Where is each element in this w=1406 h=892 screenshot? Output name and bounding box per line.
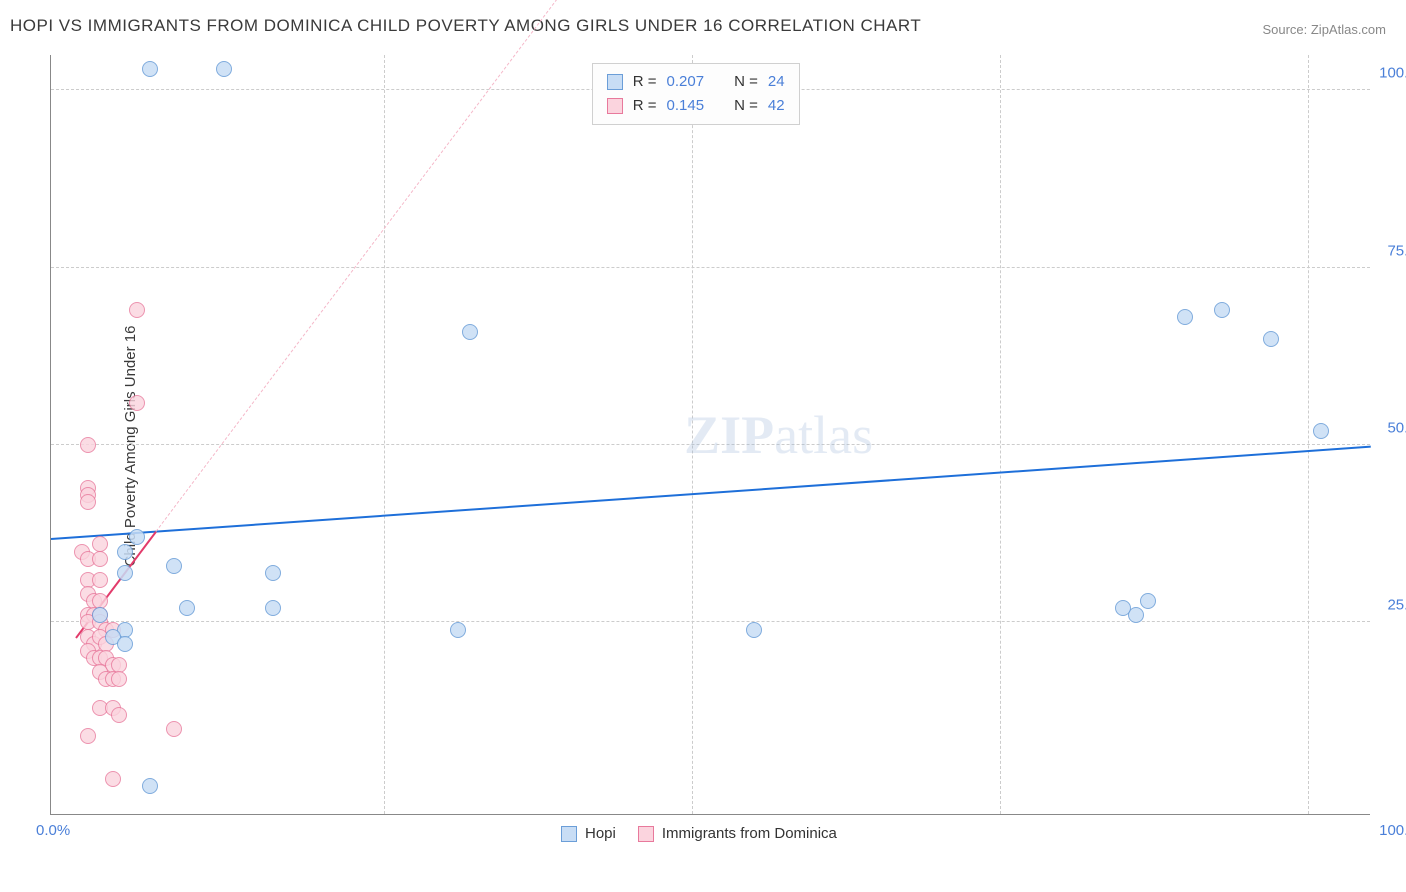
source-prefix: Source: — [1262, 22, 1310, 37]
data-point — [129, 395, 145, 411]
data-point — [179, 600, 195, 616]
n-value: 24 — [768, 70, 785, 94]
legend-label: Hopi — [585, 825, 616, 842]
n-label: N = — [734, 70, 758, 94]
trend-line — [51, 446, 1371, 540]
data-point — [462, 324, 478, 340]
data-point — [111, 671, 127, 687]
legend-swatch — [607, 74, 623, 90]
data-point — [166, 721, 182, 737]
data-point — [450, 622, 466, 638]
vertical-gridline — [384, 55, 385, 814]
r-value: 0.207 — [667, 70, 705, 94]
n-value: 42 — [768, 94, 785, 118]
data-point — [142, 61, 158, 77]
data-point — [117, 544, 133, 560]
data-point — [117, 565, 133, 581]
data-point — [129, 529, 145, 545]
r-label: R = — [633, 94, 657, 118]
data-point — [129, 302, 145, 318]
data-point — [166, 558, 182, 574]
data-point — [92, 536, 108, 552]
horizontal-gridline — [51, 621, 1370, 622]
data-point — [92, 551, 108, 567]
data-point — [92, 607, 108, 623]
x-tick-end: 100.0% — [1379, 822, 1406, 839]
data-point — [265, 600, 281, 616]
y-tick-label: 50.0% — [1387, 420, 1406, 437]
data-point — [1177, 309, 1193, 325]
y-tick-label: 100.0% — [1379, 65, 1406, 82]
vertical-gridline — [692, 55, 693, 814]
legend-label: Immigrants from Dominica — [662, 825, 837, 842]
vertical-gridline — [1308, 55, 1309, 814]
data-point — [1115, 600, 1131, 616]
data-point — [265, 565, 281, 581]
data-point — [80, 494, 96, 510]
data-point — [80, 728, 96, 744]
series-legend: Hopi Immigrants from Dominica — [561, 825, 851, 842]
data-point — [142, 778, 158, 794]
x-tick-start: 0.0% — [36, 822, 70, 839]
n-label: N = — [734, 94, 758, 118]
source-attribution: Source: ZipAtlas.com — [1262, 22, 1386, 37]
watermark: ZIPatlas — [684, 404, 873, 466]
correlation-legend: R = 0.207 N = 24 R = 0.145 N = 42 — [592, 63, 800, 125]
data-point — [92, 572, 108, 588]
horizontal-gridline — [51, 444, 1370, 445]
horizontal-gridline — [51, 267, 1370, 268]
data-point — [1214, 302, 1230, 318]
y-tick-label: 75.0% — [1387, 242, 1406, 259]
data-point — [1140, 593, 1156, 609]
data-point — [746, 622, 762, 638]
data-point — [80, 437, 96, 453]
chart-title: HOPI VS IMMIGRANTS FROM DOMINICA CHILD P… — [10, 16, 921, 36]
r-value: 0.145 — [667, 94, 705, 118]
source-link[interactable]: ZipAtlas.com — [1311, 22, 1386, 37]
legend-swatch — [561, 826, 577, 842]
data-point — [117, 636, 133, 652]
data-point — [1263, 331, 1279, 347]
y-tick-label: 25.0% — [1387, 597, 1406, 614]
data-point — [111, 707, 127, 723]
r-label: R = — [633, 70, 657, 94]
data-point — [1313, 423, 1329, 439]
scatter-plot-area: 25.0%50.0%75.0%100.0%0.0%100.0%ZIPatlasR… — [50, 55, 1370, 815]
data-point — [216, 61, 232, 77]
legend-swatch — [638, 826, 654, 842]
legend-swatch — [607, 98, 623, 114]
data-point — [105, 771, 121, 787]
vertical-gridline — [1000, 55, 1001, 814]
